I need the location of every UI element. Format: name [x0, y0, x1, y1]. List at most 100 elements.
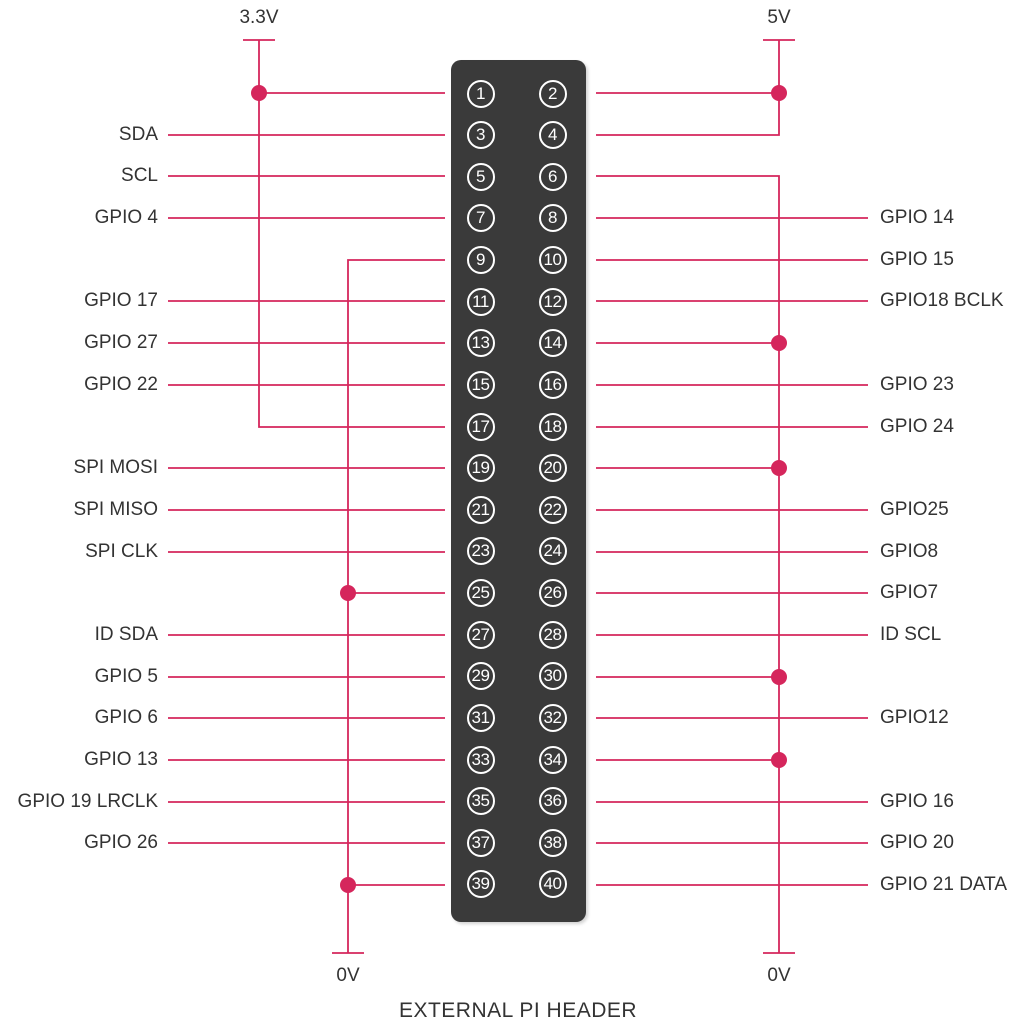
junction-dot-pin34-0v — [771, 752, 787, 768]
pin-label-gpio5: GPIO 5 — [94, 666, 158, 687]
pin-label-spi-mosi: SPI MOSI — [73, 457, 158, 478]
pin-37: 37 — [466, 828, 495, 857]
rail-5v-and-pin4-wire — [596, 40, 780, 136]
pin-label-id-sda: ID SDA — [94, 624, 158, 645]
pin-row-35-36: 35 36 — [466, 787, 567, 816]
pin-18: 18 — [538, 412, 567, 441]
pin-28: 28 — [538, 620, 567, 649]
pin-label-spi-miso: SPI MISO — [73, 499, 158, 520]
pin-row-37-38: 37 38 — [466, 828, 567, 857]
pin-24: 24 — [538, 537, 567, 566]
pin-10: 10 — [538, 246, 567, 274]
pin-15: 15 — [466, 370, 495, 399]
pin-row-27-28: 27 28 — [466, 620, 567, 649]
pin-label-spi-clk: SPI CLK — [85, 541, 158, 562]
pin-row-19-20: 19 20 — [466, 454, 567, 483]
junction-dot-pin20-0v — [771, 460, 787, 476]
pin-12: 12 — [538, 287, 567, 316]
pin-label-gpio14: GPIO 14 — [880, 207, 954, 228]
pin-30: 30 — [538, 662, 567, 691]
pin-19: 19 — [466, 454, 495, 483]
pin-39: 39 — [466, 870, 495, 899]
pin-label-gpio12: GPIO12 — [880, 707, 949, 728]
pin-36: 36 — [538, 787, 567, 816]
pin-35: 35 — [466, 787, 495, 816]
pin-label-id-scl: ID SCL — [880, 624, 942, 645]
pin-33: 33 — [466, 745, 495, 774]
pin-label-gpio26: GPIO 26 — [84, 832, 158, 853]
pin-row-17-18: 17 18 — [466, 412, 567, 441]
pin-label-gpio22: GPIO 22 — [84, 374, 158, 395]
pin-6: 6 — [538, 162, 567, 191]
pin-row-25-26: 25 26 — [466, 579, 567, 607]
pin-14: 14 — [538, 329, 567, 358]
pin-label-gpio27: GPIO 27 — [84, 332, 158, 353]
pin-17: 17 — [466, 412, 495, 441]
pin-38: 38 — [538, 828, 567, 857]
pin-label-gpio16: GPIO 16 — [880, 791, 954, 812]
junction-dot-pin30-0v — [771, 669, 787, 685]
junction-dot-pin2-5v — [771, 85, 787, 101]
pin9-wire-and-rail-0v-left — [347, 259, 445, 953]
pin-label-gpio15: GPIO 15 — [880, 249, 954, 270]
pin-row-1-2: 1 2 — [466, 79, 567, 108]
pin-34: 34 — [538, 745, 567, 774]
pin-row-29-30: 29 30 — [466, 662, 567, 691]
pin-row-21-22: 21 22 — [466, 495, 567, 524]
pin-3: 3 — [466, 121, 495, 150]
pin-label-gpio25: GPIO25 — [880, 499, 949, 520]
pin-21: 21 — [466, 495, 495, 524]
pin-23: 23 — [466, 537, 495, 566]
pin-11: 11 — [466, 287, 495, 316]
power-label-0v-left: 0V — [336, 965, 360, 986]
pin-29: 29 — [466, 662, 495, 691]
power-label-0v-right: 0V — [767, 965, 791, 986]
pi-header-connector: 1 2 3 4 5 6 7 8 9 10 11 12 13 14 15 16 — [451, 60, 586, 922]
pin-32: 32 — [538, 703, 567, 732]
pin-40: 40 — [538, 870, 567, 899]
pin-25: 25 — [466, 579, 495, 607]
pin6-wire-and-rail-0v-right — [596, 175, 780, 953]
junction-dot-pin25-0v — [340, 585, 356, 601]
pin-label-gpio17: GPIO 17 — [84, 290, 158, 311]
pin-row-13-14: 13 14 — [466, 329, 567, 358]
pin-20: 20 — [538, 454, 567, 483]
junction-dot-pin1-3v3 — [251, 85, 267, 101]
pin-9: 9 — [466, 246, 495, 274]
pin-2: 2 — [538, 79, 567, 108]
pin-row-15-16: 15 16 — [466, 370, 567, 399]
pin-label-gpio20: GPIO 20 — [880, 832, 954, 853]
pin-label-sda: SDA — [118, 124, 158, 145]
pin-13: 13 — [466, 329, 495, 358]
pin-label-gpio21-data: GPIO 21 DATA — [880, 874, 1008, 895]
pin-row-9-10: 9 10 — [466, 246, 567, 274]
pin-row-3-4: 3 4 — [466, 121, 567, 150]
pin-label-gpio7: GPIO7 — [880, 582, 939, 603]
power-label-3v3: 3.3V — [239, 7, 279, 28]
pin-27: 27 — [466, 620, 495, 649]
power-label-5v: 5V — [767, 7, 791, 28]
pin-4: 4 — [538, 121, 567, 150]
pin-label-gpio18-bclk: GPIO18 BCLK — [880, 290, 1004, 311]
pin-26: 26 — [538, 579, 567, 607]
pin-8: 8 — [538, 204, 567, 233]
pin-row-31-32: 31 32 — [466, 703, 567, 732]
pin-1: 1 — [466, 79, 495, 108]
pin-16: 16 — [538, 370, 567, 399]
pin-label-gpio13: GPIO 13 — [84, 749, 158, 770]
pin-label-gpio6: GPIO 6 — [94, 707, 158, 728]
pin-row-33-34: 33 34 — [466, 745, 567, 774]
junction-dot-pin14-0v — [771, 335, 787, 351]
pin-label-scl: SCL — [121, 165, 158, 186]
pin-label-gpio23: GPIO 23 — [880, 374, 954, 395]
pin-label-gpio4: GPIO 4 — [94, 207, 158, 228]
pin-row-39-40: 39 40 — [466, 870, 567, 899]
pin-31: 31 — [466, 703, 495, 732]
pin-label-gpio19-lrclk: GPIO 19 LRCLK — [17, 791, 158, 812]
pin-row-5-6: 5 6 — [466, 162, 567, 191]
pin-7: 7 — [466, 204, 495, 233]
pin-row-23-24: 23 24 — [466, 537, 567, 566]
pin-22: 22 — [538, 495, 567, 524]
